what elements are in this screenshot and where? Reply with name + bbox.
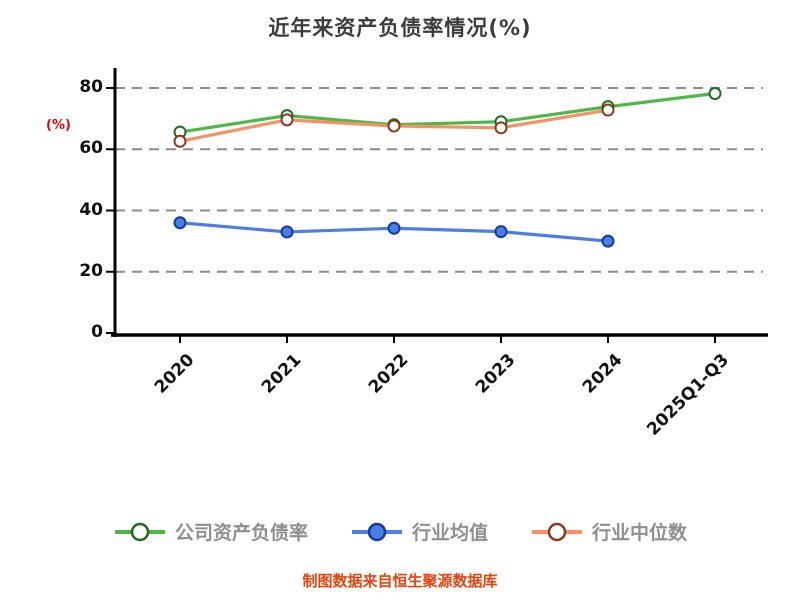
series-line-0 [178, 91, 717, 134]
series-marker-1 [494, 225, 508, 239]
legend-label: 公司资产负债率 [174, 522, 308, 544]
series-marker-1 [601, 234, 615, 248]
series-marker-2 [173, 134, 187, 148]
chart-title: 近年来资产负债率情况(%) [268, 16, 532, 40]
series-marker-2 [387, 119, 401, 133]
series-marker-2 [601, 103, 615, 117]
series-marker-2 [494, 121, 508, 135]
series-marker-1 [280, 225, 294, 239]
legend-marker-icon [351, 522, 402, 541]
series-marker-0 [708, 87, 722, 101]
legend-marker-icon [532, 522, 582, 541]
legend-label: 行业均值 [411, 522, 488, 544]
legend-marker-icon [114, 522, 165, 541]
legend-item-0[interactable]: 公司资产负债率 [113, 518, 308, 545]
chart-legend: 公司资产负债率 行业均值 行业中位数 [0, 518, 800, 545]
series-marker-2 [280, 113, 294, 127]
legend-label: 行业中位数 [592, 522, 688, 544]
series-marker-1 [173, 216, 187, 230]
legend-item-2[interactable]: 行业中位数 [530, 518, 687, 545]
y-axis-label: (%) [46, 118, 71, 133]
footer-source-note: 制图数据来自恒生聚源数据库 [302, 572, 498, 590]
legend-item-1[interactable]: 行业均值 [350, 518, 488, 545]
series-marker-1 [387, 221, 401, 235]
